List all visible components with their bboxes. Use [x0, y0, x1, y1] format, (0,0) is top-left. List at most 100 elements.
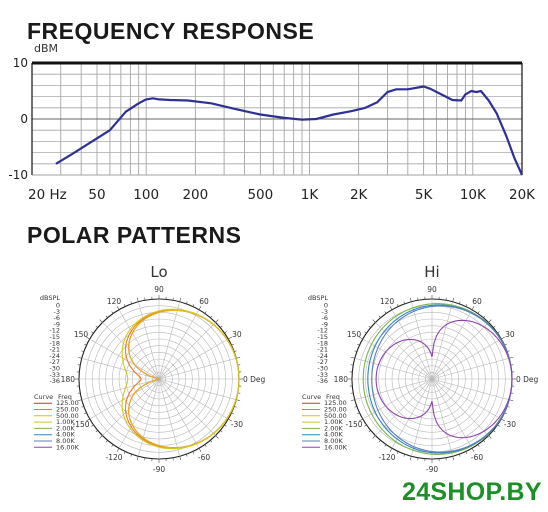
- x-tick-label: 500: [247, 187, 273, 203]
- polar-angle-label: 120: [107, 297, 122, 306]
- polar-tick: [84, 343, 87, 346]
- polar-spoke: [158, 301, 180, 380]
- polar-tick: [99, 319, 103, 323]
- legend-freq-label: 2.00K: [56, 424, 75, 432]
- polar-spoke: [89, 378, 160, 420]
- polar-tick: [359, 418, 363, 422]
- polar-r-tick-label: -24: [317, 352, 328, 360]
- polar-ring: [112, 332, 206, 426]
- polar-tick: [236, 356, 241, 359]
- polar-tick: [210, 440, 213, 443]
- legend-freq-label: 125.00: [56, 399, 79, 407]
- polar-patterns-title: POLAR PATTERNS: [27, 222, 242, 248]
- polar-tick: [228, 418, 232, 422]
- polar-r-tick-label: -9: [322, 320, 328, 328]
- x-tick-label: 20K: [509, 187, 536, 203]
- polar-tick: [465, 451, 468, 454]
- polar-ring: [405, 352, 459, 406]
- polar-tick: [111, 311, 114, 314]
- polar-tick: [105, 440, 108, 443]
- polar-spoke: [81, 378, 160, 400]
- polar-spoke: [391, 309, 433, 380]
- polar-spoke: [158, 358, 237, 380]
- polar-tick: [509, 399, 514, 402]
- polar-r-tick-label: -18: [49, 339, 60, 347]
- legend-header-freq: Freq: [58, 393, 72, 401]
- polar-tick: [396, 304, 399, 307]
- polar-angle-label: 0 Deg: [516, 375, 539, 384]
- polar-angle-label: -90: [426, 465, 438, 474]
- x-tick-label: 20 Hz: [28, 187, 67, 203]
- polar-ring: [365, 312, 499, 446]
- polar-tick: [95, 325, 98, 328]
- polar-tick: [116, 306, 120, 310]
- polar-spoke: [411, 378, 433, 457]
- polar-r-tick-label: -6: [54, 314, 60, 322]
- polar-tick: [105, 315, 108, 318]
- polar-tick: [368, 325, 371, 328]
- x-tick-label: 100: [133, 187, 159, 203]
- polar-curve: [121, 308, 240, 450]
- polar-angle-label: 150: [347, 330, 362, 339]
- polar-tick: [409, 297, 412, 302]
- polar-tick: [357, 343, 360, 346]
- polar-ring: [125, 345, 193, 413]
- polar-r-tick-label: 0: [324, 302, 328, 310]
- polar-tick: [210, 315, 213, 318]
- polar-spoke: [431, 309, 473, 380]
- polar-angle-label: -60: [471, 453, 483, 462]
- polar-r-tick-label: -36: [317, 377, 328, 385]
- polar-tick: [384, 444, 387, 447]
- polar-tick: [86, 418, 90, 422]
- polar-spoke: [411, 301, 433, 380]
- polar-tick: [471, 448, 475, 452]
- legend-freq-label: 4.00K: [324, 431, 343, 439]
- polar-r-tick-label: -15: [49, 333, 60, 341]
- polar-tick: [497, 331, 500, 334]
- polar-angle-label: 120: [380, 297, 395, 306]
- legend-freq-label: 500.00: [324, 412, 347, 420]
- polar-tick: [234, 406, 237, 408]
- polar-tick: [372, 319, 376, 323]
- polar-curve: [124, 309, 240, 449]
- polar-tick: [409, 456, 412, 461]
- polar-r-tick-label: 0: [56, 302, 60, 310]
- polar-ring: [105, 325, 213, 433]
- polar-ring: [378, 325, 486, 433]
- polar-spoke: [354, 378, 433, 400]
- polar-spoke: [158, 378, 229, 420]
- polar-tick: [204, 444, 207, 447]
- watermark-logo: 24SHOP.BY: [402, 478, 542, 506]
- polar-angle-label: 180: [334, 375, 349, 384]
- polar-r-tick-label: -27: [317, 358, 328, 366]
- polar-r-tick-label: -9: [54, 320, 60, 328]
- polar-tick: [136, 297, 139, 302]
- polar-tick: [111, 444, 114, 447]
- polar-tick: [483, 440, 486, 443]
- polar-ring: [371, 318, 493, 440]
- polar-tick: [81, 406, 84, 408]
- polar-curve: [371, 305, 513, 453]
- legend-freq-label: 16.00K: [56, 443, 80, 451]
- polar-tick: [236, 399, 241, 402]
- polar-spoke: [89, 338, 160, 380]
- polar-tick: [215, 319, 219, 323]
- polar-spoke: [431, 358, 510, 380]
- polar-tick: [81, 350, 84, 352]
- polar-tick: [192, 304, 195, 307]
- polar-tick: [384, 311, 387, 314]
- polar-tick: [91, 331, 94, 334]
- legend-header-curve: Curve: [302, 393, 321, 401]
- polar-spoke: [431, 322, 489, 380]
- polar-tick: [77, 356, 82, 359]
- polar-tick: [471, 306, 475, 310]
- frequency-response-line: [55, 85, 524, 176]
- legend-header-curve: Curve: [34, 393, 53, 401]
- polar-tick: [186, 301, 188, 304]
- polar-tick: [198, 306, 202, 310]
- polar-r-tick-label: -27: [49, 358, 60, 366]
- polar-spoke: [431, 378, 489, 436]
- polar-tick: [95, 430, 98, 433]
- polar-spoke: [431, 301, 453, 380]
- polar-tick: [389, 448, 393, 452]
